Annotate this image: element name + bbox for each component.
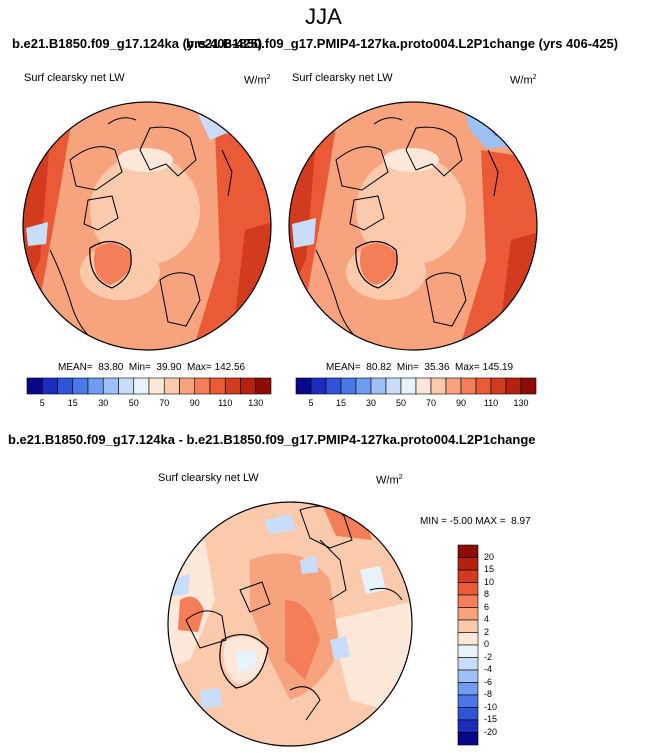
left-plot-label: Surf clearsky net LW (24, 72, 125, 84)
colorbar-tick-label: 90 (455, 398, 466, 408)
left-run-title: b.e21.B1850.f09_g17.124ka (yrs 406-425) (12, 36, 263, 51)
colorbar-tick-label: 15 (335, 398, 346, 408)
colorbar-swatch (41, 377, 58, 395)
colorbar-swatch (457, 719, 479, 733)
colorbar-swatch (457, 682, 479, 696)
colorbar-swatch (240, 377, 257, 395)
colorbar-swatch (457, 569, 479, 583)
colorbar-swatch (457, 607, 479, 621)
colorbar-swatch (57, 377, 74, 395)
colorbar-tick-label: 20 (484, 551, 495, 562)
colorbar-tick-label: 50 (395, 398, 406, 408)
colorbar-tick-label: -15 (484, 714, 498, 724)
figure-title: JJA (305, 4, 342, 29)
right-plot-label: Surf clearsky net LW (292, 72, 393, 84)
colorbar-tick-label: 4 (484, 614, 490, 624)
colorbar-tick-label: -10 (484, 701, 498, 712)
colorbar-tick-label: 15 (484, 564, 495, 574)
left-units: W/m2 (244, 74, 271, 87)
colorbar-swatch (490, 377, 507, 395)
colorbar-tick-label: 5 (39, 398, 45, 408)
colorbar-swatch (325, 377, 342, 395)
colorbar-tick-label: -8 (484, 689, 493, 699)
colorbar-tick-label: 30 (365, 398, 376, 408)
colorbar-tick-label: 8 (484, 589, 490, 599)
colorbar-swatch (163, 377, 180, 395)
colorbar-swatch (415, 377, 432, 395)
colorbar-tick-label: 110 (483, 398, 499, 408)
right-units: W/m2 (510, 74, 537, 87)
colorbar-tick-label: 0 (484, 639, 490, 649)
colorbar-swatch (460, 377, 477, 395)
colorbar-swatch (457, 644, 479, 658)
colorbar-tick-label: 5 (308, 398, 314, 408)
colorbar-swatch (457, 619, 479, 633)
colorbar-tick-label: -20 (484, 726, 498, 737)
colorbar-swatch (26, 377, 43, 395)
colorbar-swatch (72, 377, 89, 395)
colorbar-tick-label: 130 (248, 398, 264, 408)
colorbar-swatch (179, 377, 196, 395)
right-colorbar (295, 377, 537, 395)
colorbar-swatch (385, 377, 402, 395)
left-polar-map (22, 101, 272, 351)
diff-plot-label: Surf clearsky net LW (158, 472, 259, 484)
colorbar-tick-label: -2 (484, 651, 493, 662)
colorbar-swatch (457, 732, 479, 746)
difference-colorbar (457, 544, 479, 746)
colorbar-swatch (445, 377, 462, 395)
colorbar-tick-label: 10 (484, 576, 495, 587)
colorbar-swatch (475, 377, 492, 395)
colorbar-swatch (457, 557, 479, 571)
right-run-title: b.e21.B1850.f09_g17.PMIP4-127ka.proto004… (186, 36, 619, 51)
colorbar-tick-label: 110 (218, 398, 233, 408)
colorbar-swatch (355, 377, 372, 395)
colorbar-swatch (457, 594, 479, 608)
difference-title: b.e21.B1850.f09_g17.124ka - b.e21.B1850.… (8, 432, 536, 447)
difference-polar-map (167, 501, 413, 747)
colorbar-swatch (457, 544, 479, 558)
colorbar-tick-label: 130 (513, 398, 529, 408)
colorbar-swatch (87, 377, 104, 395)
colorbar-swatch (133, 377, 150, 395)
colorbar-tick-label: -4 (484, 664, 493, 674)
colorbar-swatch (457, 694, 479, 708)
colorbar-tick-label: 2 (484, 626, 490, 637)
colorbar-swatch (520, 377, 537, 395)
colorbar-swatch (457, 632, 479, 646)
colorbar-tick-label: 30 (98, 398, 109, 408)
colorbar-swatch (224, 377, 241, 395)
colorbar-swatch (430, 377, 447, 395)
diff-units: W/m2 (376, 474, 403, 487)
right-polar-map (288, 101, 538, 351)
colorbar-swatch (505, 377, 522, 395)
colorbar-swatch (194, 377, 211, 395)
left-stats: MEAN= 83.80 Min= 39.90 Max= 142.56 (58, 362, 246, 373)
colorbar-tick-label: -6 (484, 676, 493, 687)
colorbar-swatch (340, 377, 357, 395)
colorbar-swatch (457, 669, 479, 683)
left-colorbar (26, 377, 272, 395)
colorbar-tick-label: 70 (425, 398, 436, 408)
colorbar-swatch (118, 377, 135, 395)
colorbar-swatch (457, 657, 479, 671)
colorbar-tick-label: 90 (189, 398, 200, 408)
right-stats: MEAN= 80.82 Min= 35.36 Max= 145.19 (326, 362, 514, 373)
colorbar-tick-label: 15 (67, 398, 78, 408)
colorbar-tick-label: 70 (159, 398, 170, 408)
colorbar-swatch (209, 377, 226, 395)
colorbar-swatch (148, 377, 165, 395)
colorbar-swatch (400, 377, 417, 395)
colorbar-swatch (457, 707, 479, 721)
colorbar-tick-label: 50 (128, 398, 139, 408)
colorbar-swatch (102, 377, 119, 395)
colorbar-tick-label: 6 (484, 601, 490, 612)
colorbar-swatch (255, 377, 272, 395)
colorbar-swatch (295, 377, 312, 395)
colorbar-swatch (370, 377, 387, 395)
colorbar-swatch (457, 582, 479, 596)
diff-stats: MIN = -5.00 MAX = 8.97 (420, 516, 531, 527)
colorbar-swatch (310, 377, 327, 395)
